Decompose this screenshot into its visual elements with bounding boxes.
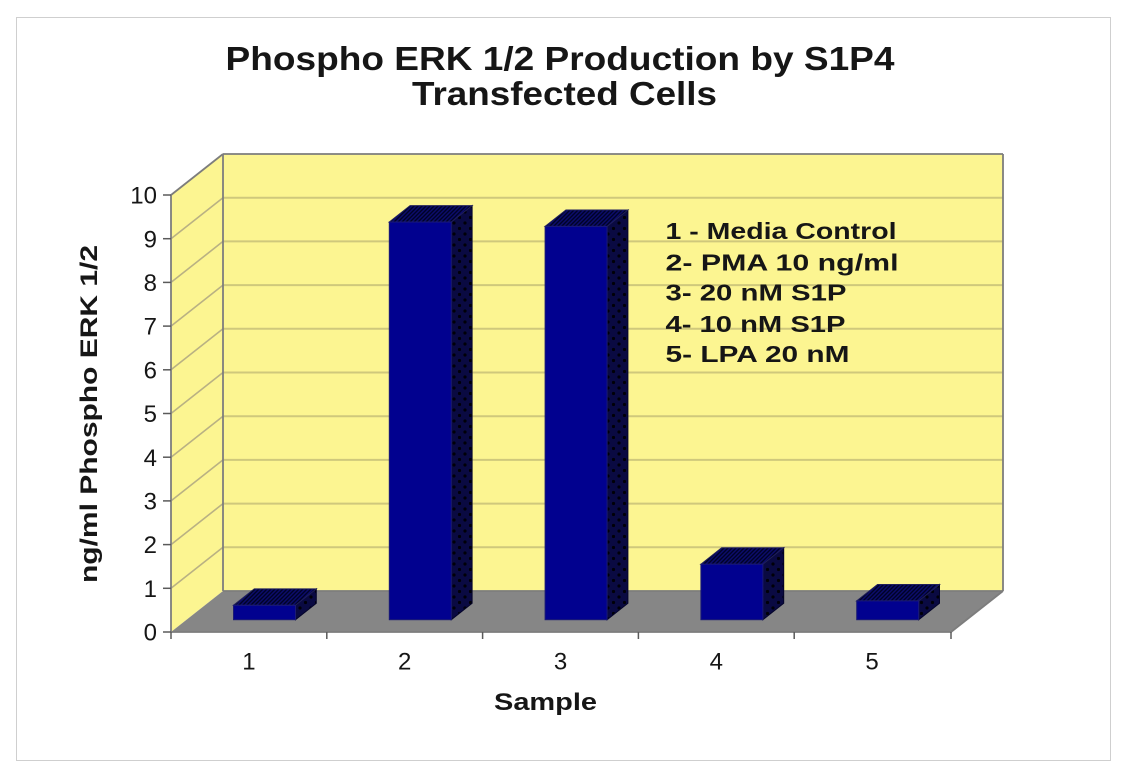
svg-text:1: 1 xyxy=(144,576,157,603)
svg-text:4: 4 xyxy=(144,445,157,472)
svg-text:5: 5 xyxy=(865,649,878,676)
svg-text:Phospho ERK 1/2 Production by: Phospho ERK 1/2 Production by S1P4 xyxy=(226,40,896,77)
svg-text:4: 4 xyxy=(710,649,723,676)
svg-text:10: 10 xyxy=(130,183,157,210)
svg-text:2: 2 xyxy=(398,649,411,676)
svg-text:3: 3 xyxy=(554,649,567,676)
svg-text:5: 5 xyxy=(144,401,157,428)
svg-text:5- LPA 20 nM: 5- LPA 20 nM xyxy=(666,341,850,367)
svg-text:2- PMA 10 ng/ml: 2- PMA 10 ng/ml xyxy=(666,249,899,275)
svg-text:1 - Media Control: 1 - Media Control xyxy=(666,218,897,244)
svg-text:9: 9 xyxy=(144,226,157,253)
svg-text:2: 2 xyxy=(144,532,157,559)
svg-text:3: 3 xyxy=(144,489,157,516)
svg-text:1: 1 xyxy=(242,649,255,676)
svg-text:0: 0 xyxy=(144,620,157,647)
svg-text:3- 20 nM S1P: 3- 20 nM S1P xyxy=(666,279,847,305)
svg-text:7: 7 xyxy=(144,314,157,341)
svg-text:6: 6 xyxy=(144,357,157,384)
svg-text:Transfected Cells: Transfected Cells xyxy=(412,75,717,112)
svg-text:ng/ml Phospho ERK 1/2: ng/ml Phospho ERK 1/2 xyxy=(76,245,103,583)
svg-text:4- 10 nM S1P: 4- 10 nM S1P xyxy=(666,311,846,337)
svg-text:Sample: Sample xyxy=(494,689,597,716)
svg-text:8: 8 xyxy=(144,270,157,297)
